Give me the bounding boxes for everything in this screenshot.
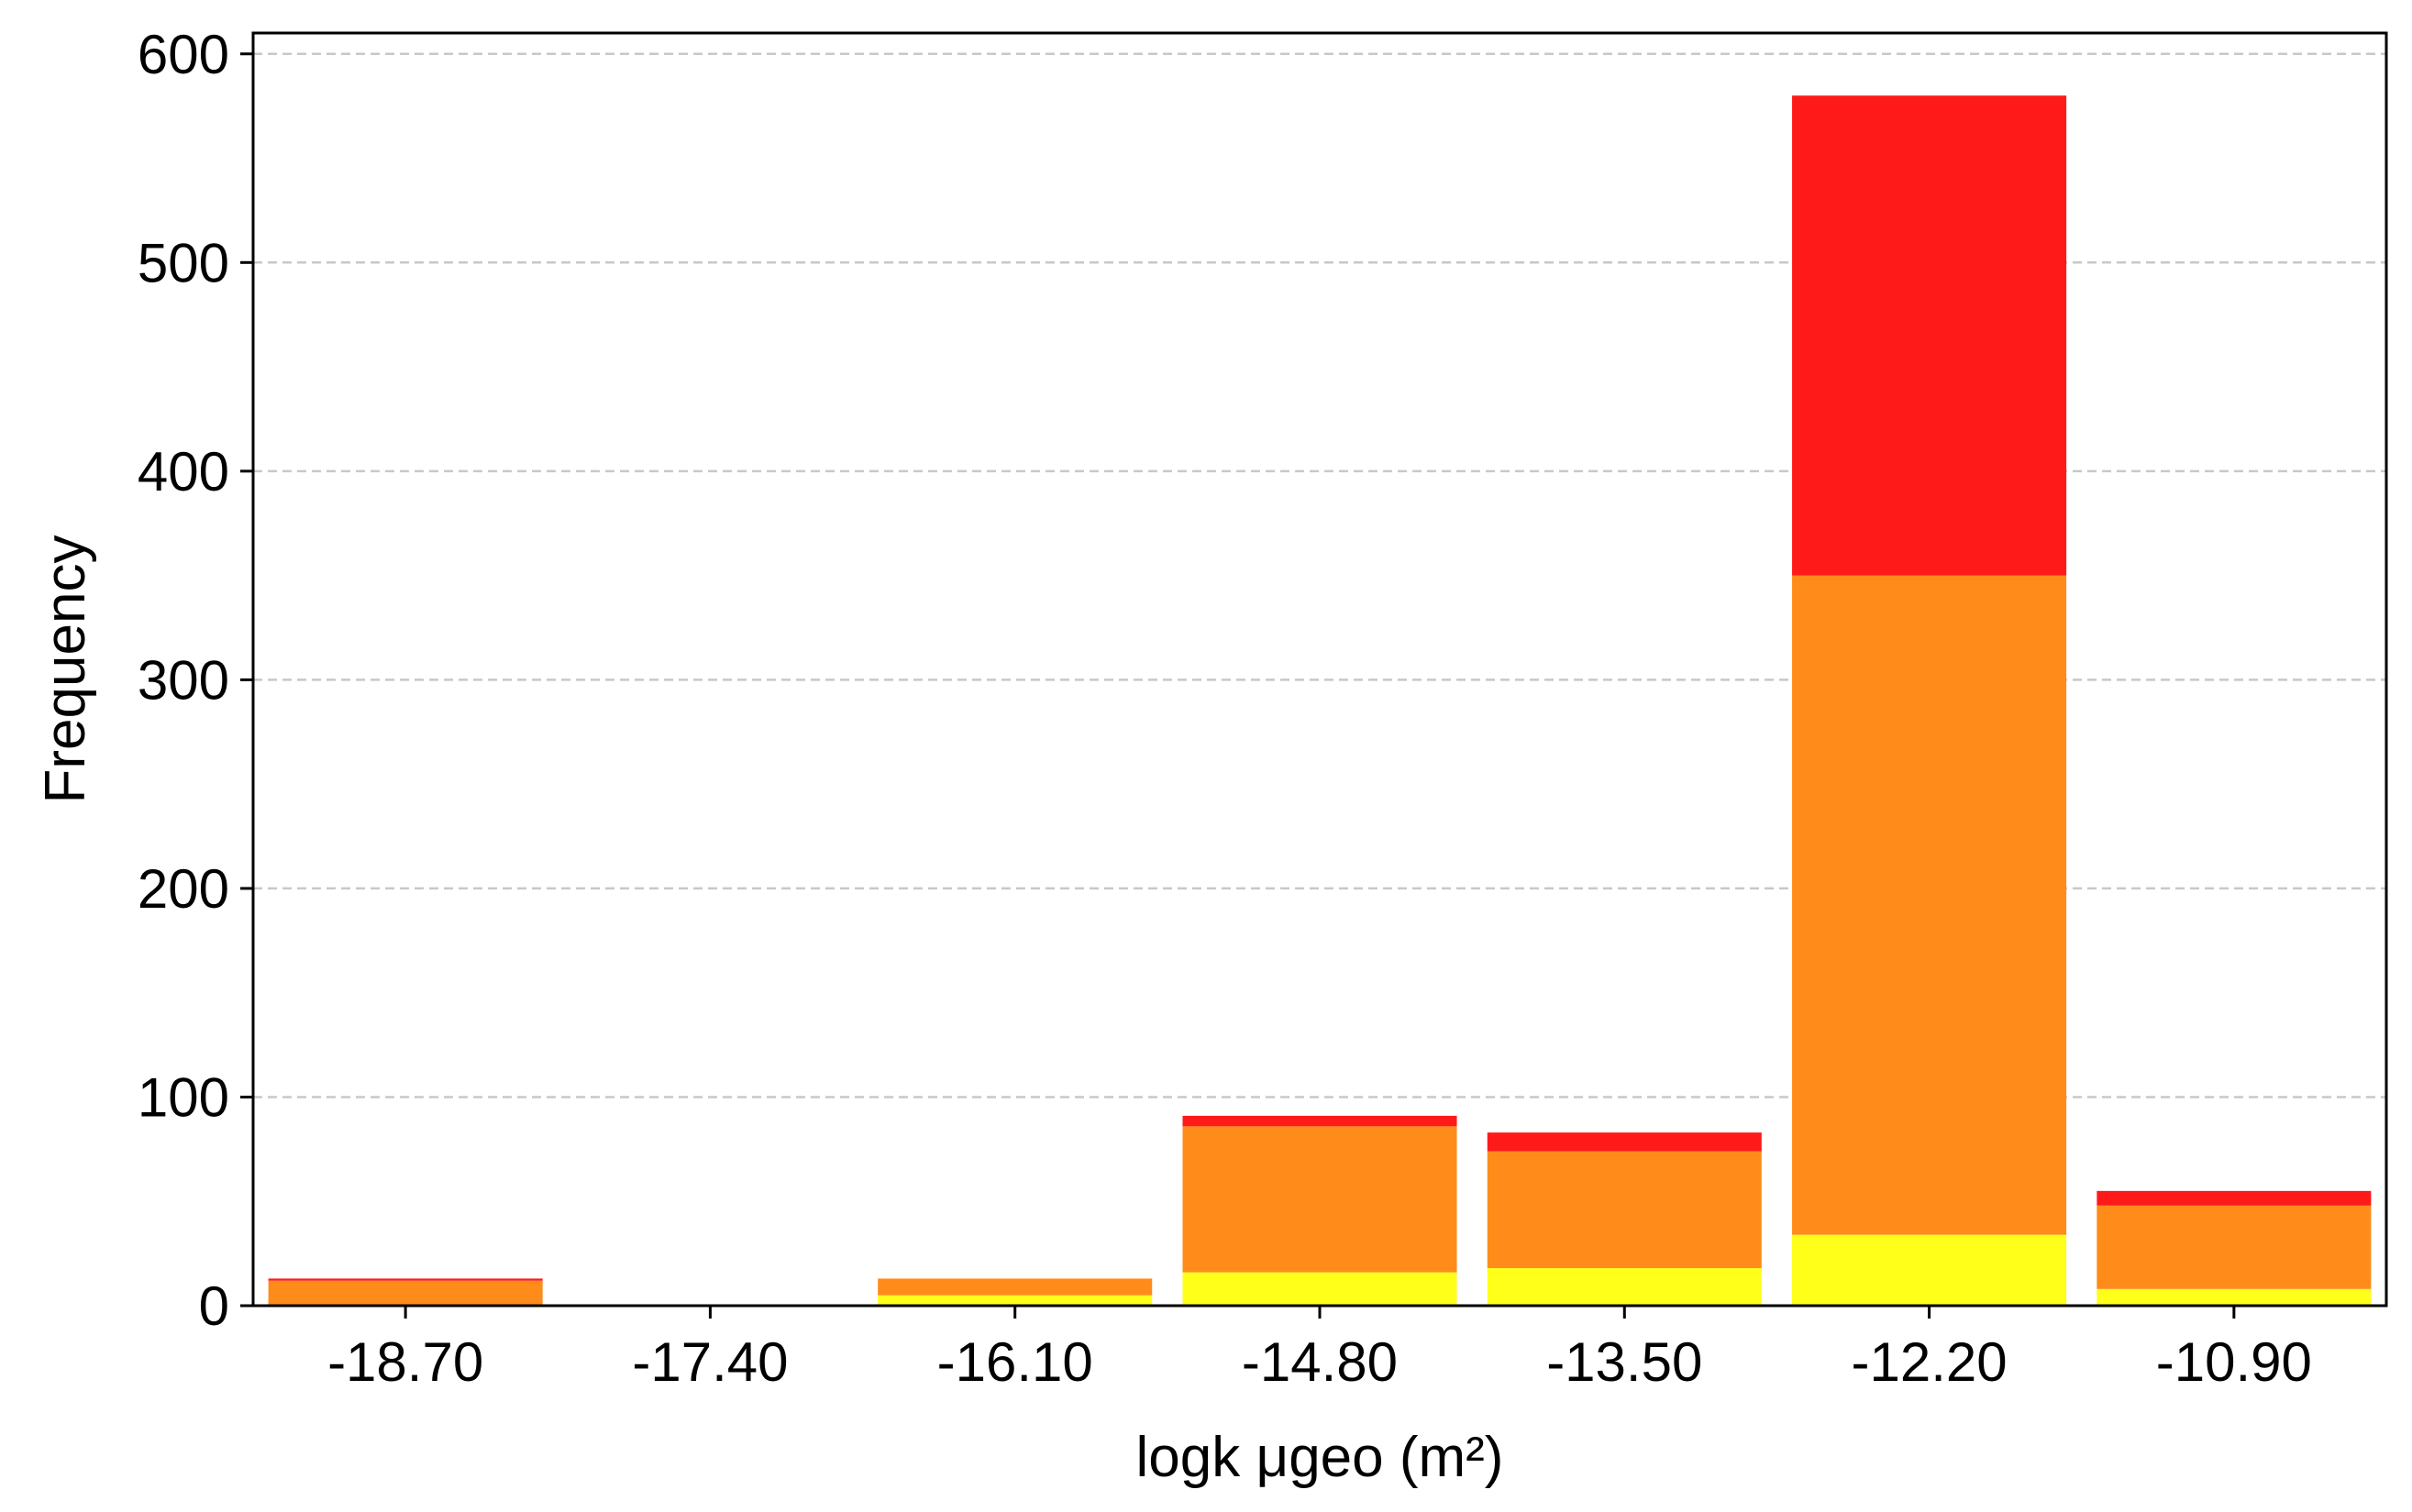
- bar-segment: [2097, 1190, 2372, 1206]
- bar-segment: [1182, 1272, 1457, 1306]
- bars: [268, 95, 2372, 1306]
- y-tick-label: 200: [138, 858, 229, 920]
- bar-segment: [1792, 575, 2067, 1235]
- bar-segment: [1792, 95, 2067, 576]
- bar-segment: [1487, 1268, 1762, 1306]
- y-tick-label: 600: [138, 24, 229, 85]
- x-tick-label: -10.90: [2156, 1331, 2312, 1393]
- bar-segment: [878, 1295, 1153, 1306]
- x-axis: -18.70 -17.40 -16.10 -14.80 -13.50 -12.20 -10.…: [327, 1306, 2312, 1393]
- x-tick-label: -16.10: [937, 1331, 1093, 1393]
- y-tick-label: 300: [138, 649, 229, 711]
- y-axis: 0 100 200 300 400 500 600: [138, 24, 253, 1337]
- x-tick-label: -12.20: [1852, 1331, 2008, 1393]
- x-tick-label: -17.40: [632, 1331, 788, 1393]
- bar-segment: [1182, 1126, 1457, 1273]
- x-tick-label: -14.80: [1242, 1331, 1398, 1393]
- y-tick-label: 500: [138, 232, 229, 293]
- x-tick-label: -18.70: [327, 1331, 483, 1393]
- bar-segment: [1487, 1151, 1762, 1269]
- y-tick-label: 0: [199, 1275, 229, 1337]
- bar-segment: [1182, 1115, 1457, 1127]
- y-tick-label: 400: [138, 441, 229, 502]
- y-tick-label: 100: [138, 1066, 229, 1128]
- bar-segment: [268, 1278, 543, 1281]
- bar-segment: [2097, 1205, 2372, 1289]
- bar-segment: [268, 1280, 543, 1306]
- bar-segment: [2097, 1288, 2372, 1306]
- x-axis-title: logk μgeo (m²): [1136, 1426, 1504, 1489]
- y-axis-title: Frequency: [34, 535, 97, 804]
- bar-segment: [1792, 1234, 2067, 1306]
- bar-segment: [1487, 1132, 1762, 1152]
- bar-segment: [878, 1278, 1153, 1296]
- x-tick-label: -13.50: [1546, 1331, 1702, 1393]
